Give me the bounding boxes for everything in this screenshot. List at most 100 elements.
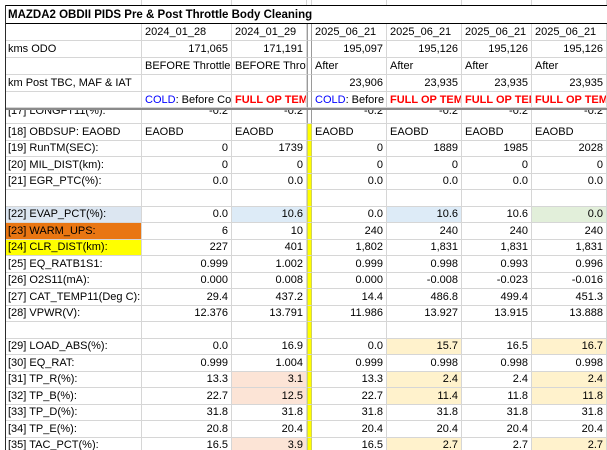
column-header[interactable]: 2025_06_21 (462, 24, 532, 41)
cell[interactable]: 499.4 (462, 289, 532, 306)
cell[interactable]: -0.2 (312, 110, 387, 124)
cell[interactable]: 1889 (387, 140, 462, 157)
row-label-cell[interactable]: [35] TAC_PCT(%): (5, 437, 142, 450)
row-label-cell[interactable]: [24] CLR_DIST(km): (5, 239, 142, 256)
cell[interactable]: After (387, 58, 462, 75)
row-label-cell[interactable]: [34] TP_E(%): (5, 421, 142, 438)
cell[interactable]: COLD: Before Cold S (142, 92, 232, 108)
cell[interactable]: 20.4 (312, 421, 387, 438)
cell[interactable]: 195,097 (312, 41, 387, 58)
cell[interactable]: 3.9 (232, 437, 307, 450)
cell[interactable]: 0.0 (387, 173, 462, 190)
cell[interactable]: 0.0 (312, 173, 387, 190)
cell[interactable]: BEFORE Throttl (232, 58, 307, 75)
cell[interactable]: 10.6 (462, 206, 532, 223)
cell[interactable]: 1,831 (462, 239, 532, 256)
cell[interactable]: 195,126 (462, 41, 532, 58)
cell[interactable]: 0.0 (312, 338, 387, 355)
freeze-pane-stripe[interactable] (307, 157, 312, 174)
cell[interactable]: 16.5 (142, 437, 232, 450)
cell[interactable]: 195,126 (532, 41, 607, 58)
freeze-pane-stripe[interactable] (307, 223, 312, 240)
cell[interactable]: 13.791 (232, 305, 307, 322)
cell[interactable] (387, 0, 462, 5)
row-label-cell[interactable]: [28] VPWR(V): (5, 305, 142, 322)
cell[interactable]: 0 (142, 157, 232, 174)
cell[interactable]: 20.4 (532, 421, 607, 438)
cell[interactable]: 11.4 (387, 388, 462, 405)
row-label-cell[interactable]: [29] LOAD_ABS(%): (5, 338, 142, 355)
cell[interactable]: 0 (532, 157, 607, 174)
cell[interactable]: 227 (142, 239, 232, 256)
cell[interactable] (312, 190, 387, 207)
cell[interactable]: After (312, 58, 387, 75)
cell[interactable]: 0.998 (387, 256, 462, 273)
cell[interactable]: 1.004 (232, 355, 307, 372)
row-label-cell[interactable]: [23] WARM_UPS: (5, 223, 142, 240)
cell[interactable] (312, 322, 387, 339)
cell[interactable]: -0.2 (532, 110, 607, 124)
cell[interactable]: 23,935 (532, 75, 607, 92)
row-label-cell[interactable]: [27] CAT_TEMP11(Deg C): (5, 289, 142, 306)
freeze-pane-stripe[interactable] (307, 24, 312, 41)
cell[interactable]: 13.3 (142, 371, 232, 388)
cell[interactable]: After (462, 58, 532, 75)
cell[interactable]: 1739 (232, 140, 307, 157)
cell[interactable]: 0.0 (312, 206, 387, 223)
cell[interactable] (142, 322, 232, 339)
cell[interactable]: -0.016 (532, 272, 607, 289)
row-label-cell[interactable]: kms ODO (5, 41, 142, 58)
cell[interactable]: EAOBD (232, 124, 307, 141)
cell[interactable]: 1985 (462, 140, 532, 157)
cell[interactable]: 10.6 (387, 206, 462, 223)
cell[interactable]: 0 (232, 157, 307, 174)
cell[interactable]: 2.7 (387, 437, 462, 450)
cell[interactable]: 240 (312, 223, 387, 240)
cell[interactable] (532, 0, 607, 5)
freeze-pane-stripe[interactable] (307, 140, 312, 157)
cell[interactable]: 15.7 (387, 338, 462, 355)
cell[interactable]: EAOBD (142, 124, 232, 141)
cell[interactable]: 1.002 (232, 256, 307, 273)
cell[interactable]: 0 (387, 157, 462, 174)
cell[interactable]: 2.7 (462, 437, 532, 450)
row-label-cell[interactable]: [18] OBDSUP: EAOBD (5, 124, 142, 141)
cell[interactable] (462, 0, 532, 5)
cell[interactable]: 29.4 (142, 289, 232, 306)
cell[interactable]: 0.000 (312, 272, 387, 289)
freeze-pane-stripe[interactable] (307, 239, 312, 256)
cell[interactable]: -0.2 (142, 110, 232, 124)
cell[interactable] (232, 322, 307, 339)
cell[interactable]: EAOBD (462, 124, 532, 141)
freeze-pane-stripe[interactable] (307, 110, 312, 124)
row-label-cell[interactable]: [26] O2S11(mA): (5, 272, 142, 289)
cell[interactable]: 0.0 (462, 173, 532, 190)
column-header[interactable]: 2025_06_21 (387, 24, 462, 41)
cell[interactable]: 23,906 (312, 75, 387, 92)
cell[interactable] (5, 0, 142, 5)
cell[interactable]: 2.7 (532, 437, 607, 450)
cell[interactable] (387, 322, 462, 339)
row-label-cell[interactable] (5, 92, 142, 108)
cell[interactable]: COLD: Before Co (312, 92, 387, 108)
cell[interactable]: 13.888 (532, 305, 607, 322)
cell[interactable]: 0.000 (142, 272, 232, 289)
cell[interactable]: 0 (312, 140, 387, 157)
cell[interactable]: 16.9 (232, 338, 307, 355)
cell[interactable]: 401 (232, 239, 307, 256)
row-label-cell[interactable]: [21] EGR_PTC(%): (5, 173, 142, 190)
freeze-pane-stripe[interactable] (307, 437, 312, 450)
cell[interactable]: EAOBD (312, 124, 387, 141)
cell[interactable]: 240 (532, 223, 607, 240)
cell[interactable]: 12.376 (142, 305, 232, 322)
freeze-pane-stripe[interactable] (307, 388, 312, 405)
cell[interactable]: 16.5 (312, 437, 387, 450)
column-header[interactable]: 2025_06_21 (312, 24, 387, 41)
cell[interactable]: 20.8 (142, 421, 232, 438)
cell[interactable]: 0.998 (462, 355, 532, 372)
cell[interactable]: 1,802 (312, 239, 387, 256)
cell[interactable]: -0.023 (462, 272, 532, 289)
cell[interactable]: -0.2 (232, 110, 307, 124)
cell[interactable]: BEFORE Throttle Bo (142, 58, 232, 75)
cell[interactable]: 22.7 (142, 388, 232, 405)
